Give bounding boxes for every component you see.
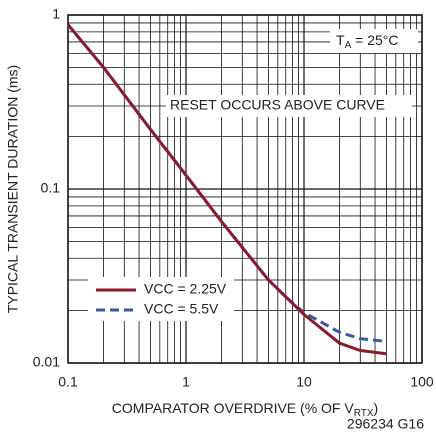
x-axis-label-sub: RTX [354,408,374,419]
annotation-bg [330,29,418,53]
x-axis-label: COMPARATOR OVERDRIVE (% OF VRTX) [112,400,378,419]
annotation-part: = 25°C [351,32,398,48]
x-axis-label-part: COMPARATOR OVERDRIVE (% OF V [112,400,355,416]
annotation: RESET OCCURS ABOVE CURVE [170,97,385,113]
legend-bg [88,277,234,321]
x-tick-label: 0.1 [58,374,78,390]
x-tick-label: 100 [410,374,434,390]
y-tick-label: 0.01 [33,354,60,370]
legend-label: VCC = 5.5V [144,301,219,317]
footnote: 296234 G16 [347,416,424,432]
y-tick-label: 0.1 [41,180,61,196]
series-line [66,23,387,356]
annotation: TA = 25°C [336,32,398,51]
plot-frame [67,14,423,364]
annotation-sub: A [345,40,352,51]
x-axis-label-part: ) [374,400,379,416]
legend-label: VCC = 2.25V [144,281,227,297]
annotation-part: T [336,32,345,48]
x-tick-label: 10 [296,374,312,390]
x-tick-label: 1 [182,374,190,390]
annotation-bg [166,95,412,117]
y-axis-label: TYPICAL TRANSIENT DURATION (ms) [5,65,21,313]
y-tick-label: 1 [52,6,60,22]
